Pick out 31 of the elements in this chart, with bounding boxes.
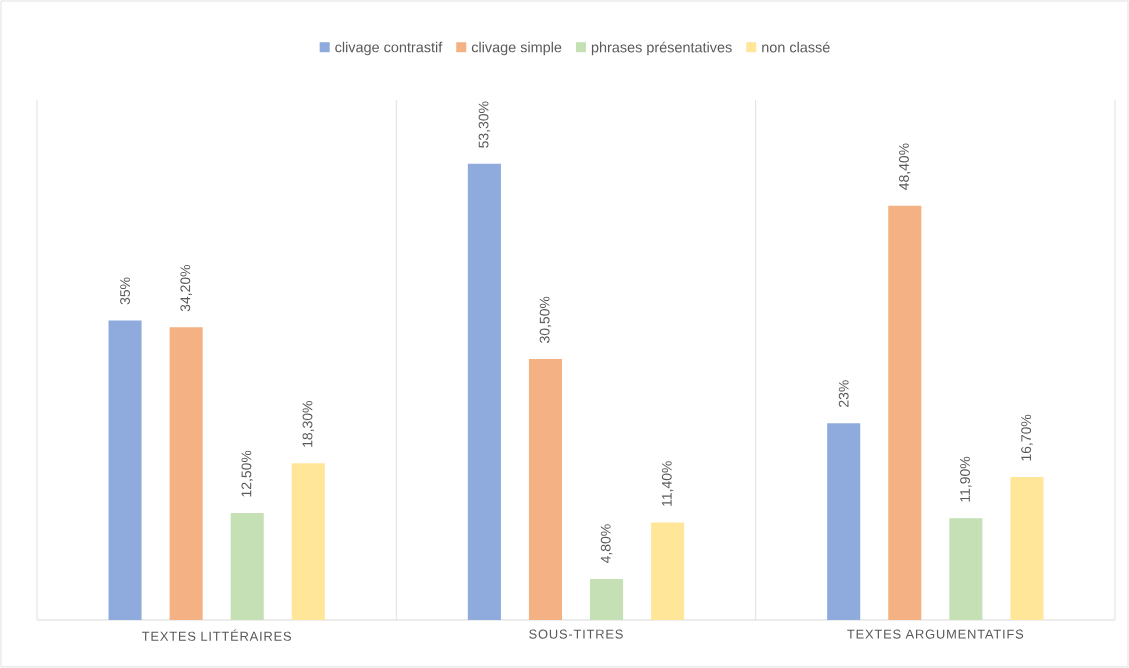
bar xyxy=(291,463,325,620)
bar xyxy=(949,518,983,620)
data-label: 48,40% xyxy=(899,143,911,190)
data-label: 4,80% xyxy=(600,524,613,564)
legend-label: phrases présentatives xyxy=(591,41,732,56)
data-label: 11,40% xyxy=(661,461,674,506)
data-label: 53,30% xyxy=(478,101,491,148)
bar xyxy=(169,327,203,620)
bar xyxy=(651,522,685,620)
x-tick-label: TEXTES LITTÉRAIRES xyxy=(142,629,292,641)
data-label: 23% xyxy=(838,380,849,407)
data-label: 16,70% xyxy=(1021,414,1033,461)
data-label: 30,50% xyxy=(539,296,552,343)
bar xyxy=(590,578,624,620)
bar xyxy=(108,320,142,620)
data-label: 34,20% xyxy=(180,264,192,312)
legend-label: non classé xyxy=(762,41,830,53)
bar xyxy=(1010,477,1044,620)
x-tick-label: TEXTES ARGUMENTATIFS xyxy=(847,629,1024,639)
data-label: 18,30% xyxy=(302,401,315,447)
legend-label: clivage contrastif xyxy=(335,41,443,56)
bar xyxy=(827,423,861,620)
legend-label: clivage simple xyxy=(471,41,562,56)
data-label: 12,50% xyxy=(241,450,253,497)
bar xyxy=(528,358,562,620)
data-label: 35% xyxy=(120,277,130,305)
data-label: 11,90% xyxy=(960,456,972,502)
bar xyxy=(467,163,501,620)
x-tick-label: SOUS-TITRES xyxy=(529,629,623,639)
bar xyxy=(888,205,922,620)
bar xyxy=(230,513,264,620)
